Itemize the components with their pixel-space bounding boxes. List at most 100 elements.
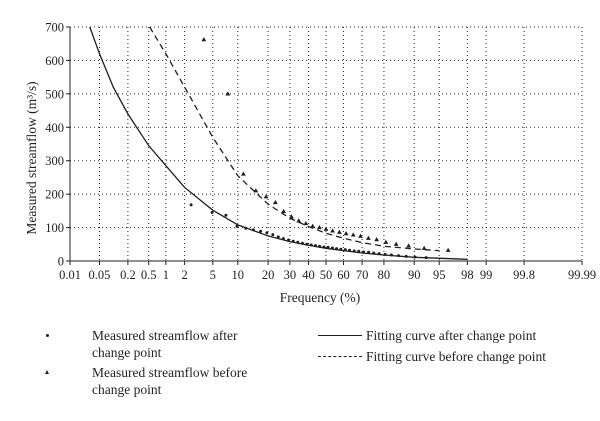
triangle-point bbox=[281, 208, 287, 214]
dot-point bbox=[413, 255, 417, 259]
dot-point bbox=[339, 247, 343, 251]
legend-label: Measured streamflow after change point bbox=[92, 328, 238, 360]
dot-point bbox=[330, 246, 334, 250]
triangle-point bbox=[393, 241, 399, 246]
triangle-point bbox=[303, 220, 309, 226]
legend-item-before-curve: Fitting curve before change point bbox=[314, 348, 546, 365]
dot-point bbox=[367, 250, 371, 254]
legend: Measured streamflow after change point M… bbox=[0, 318, 600, 408]
dot-point bbox=[348, 248, 352, 252]
x-tick-label: 0.5 bbox=[141, 268, 157, 282]
dot-point bbox=[372, 251, 376, 255]
triangle-point bbox=[310, 223, 316, 228]
dot-point bbox=[300, 241, 304, 245]
triangle-point bbox=[201, 37, 207, 42]
triangle-point bbox=[358, 233, 363, 238]
dot-point bbox=[389, 253, 393, 257]
triangle-point bbox=[445, 247, 451, 252]
x-tick-label: 0.2 bbox=[120, 268, 136, 282]
dot-point bbox=[189, 203, 193, 207]
x-tick-label: 1 bbox=[163, 268, 169, 282]
dot-point bbox=[309, 243, 313, 247]
dot-point bbox=[244, 226, 248, 230]
triangle-point bbox=[296, 218, 302, 223]
dot-point bbox=[397, 254, 401, 258]
triangle-point bbox=[323, 226, 329, 231]
x-axis-title: Frequency (%) bbox=[280, 290, 361, 305]
dot-point bbox=[335, 247, 339, 251]
triangle-point bbox=[350, 232, 356, 237]
x-tick-label: 95 bbox=[433, 268, 446, 282]
dot-marker-icon bbox=[40, 327, 92, 344]
x-tick-label: 0.05 bbox=[89, 268, 111, 282]
triangle-point bbox=[289, 214, 294, 219]
dot-point bbox=[224, 213, 228, 217]
dot-point bbox=[210, 211, 214, 215]
dot-point bbox=[326, 245, 330, 249]
grid bbox=[69, 26, 583, 261]
dot-point bbox=[318, 244, 322, 248]
legend-item-before-points: Measured streamflow before change point bbox=[40, 364, 272, 398]
y-tick-label: 700 bbox=[45, 21, 64, 35]
y-tick-label: 600 bbox=[45, 54, 64, 68]
legend-item-after-points: Measured streamflow after change point bbox=[40, 327, 262, 361]
triangle-point bbox=[263, 194, 269, 199]
fitting-curves bbox=[89, 26, 468, 260]
dot-point bbox=[383, 252, 387, 256]
y-tick-label: 500 bbox=[45, 87, 64, 101]
triangle-point bbox=[240, 171, 246, 176]
dot-point bbox=[352, 249, 356, 253]
triangle-point bbox=[272, 199, 278, 205]
legend-label: Fitting curve before change point bbox=[366, 349, 546, 364]
dot-point bbox=[424, 256, 428, 260]
dot-point bbox=[322, 245, 326, 249]
fitting-curve-after bbox=[89, 26, 468, 260]
dot-point bbox=[296, 240, 300, 244]
y-tick-label: 200 bbox=[45, 188, 64, 202]
legend-item-after-curve: Fitting curve after change point bbox=[314, 327, 536, 344]
dot-point bbox=[377, 252, 381, 256]
axes bbox=[66, 26, 583, 265]
x-tick-label: 2 bbox=[182, 268, 188, 282]
data-points bbox=[189, 37, 451, 260]
triangle-point bbox=[374, 237, 380, 242]
dot-point bbox=[281, 237, 285, 241]
triangle-marker-icon bbox=[40, 364, 92, 381]
x-tick-label: 50 bbox=[320, 268, 333, 282]
triangle-point bbox=[330, 228, 335, 233]
dot-point bbox=[251, 228, 255, 232]
x-tick-label: 99 bbox=[480, 268, 493, 282]
triangle-point bbox=[253, 188, 259, 193]
triangle-point bbox=[225, 91, 231, 96]
x-tick-label: 98 bbox=[461, 268, 474, 282]
solid-line-icon bbox=[314, 327, 366, 344]
tick-labels: 0.01 0.05 0.2 0.5 1 2 5 10 20 30 40 50 60 70 80 90 95 98 9… bbox=[45, 21, 596, 283]
dot-point bbox=[305, 242, 309, 246]
dot-point bbox=[271, 233, 275, 237]
triangle-point bbox=[365, 235, 371, 240]
dot-point bbox=[404, 254, 408, 258]
dot-point bbox=[265, 231, 269, 235]
y-tick-label: 100 bbox=[45, 221, 64, 235]
dot-point bbox=[259, 229, 263, 233]
triangle-point bbox=[383, 239, 389, 244]
dot-point bbox=[357, 249, 361, 253]
dot-point bbox=[235, 224, 239, 228]
x-tick-label: 30 bbox=[284, 268, 297, 282]
dot-point bbox=[343, 248, 347, 252]
x-tick-label: 80 bbox=[378, 268, 391, 282]
x-tick-label: 0.01 bbox=[59, 268, 81, 282]
y-tick-label: 0 bbox=[58, 255, 64, 269]
dot-point bbox=[291, 239, 295, 243]
x-tick-label: 60 bbox=[337, 268, 350, 282]
dashed-line-icon bbox=[314, 348, 366, 365]
triangle-point bbox=[317, 224, 322, 230]
legend-label: Fitting curve after change point bbox=[366, 328, 537, 343]
dot-point bbox=[287, 238, 291, 242]
triangle-point bbox=[406, 243, 412, 248]
chart: 0.01 0.05 0.2 0.5 1 2 5 10 20 30 40 50 60 70 80 90 95 98 9… bbox=[24, 21, 596, 306]
x-tick-label: 5 bbox=[210, 268, 216, 282]
y-tick-label: 300 bbox=[45, 154, 64, 168]
triangle-point bbox=[421, 245, 427, 250]
legend-label: Measured streamflow before change point bbox=[92, 365, 248, 397]
